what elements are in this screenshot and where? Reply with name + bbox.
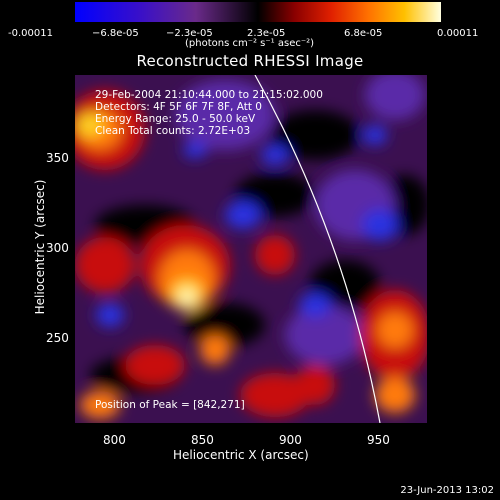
info-detectors: Detectors: 4F 5F 6F 7F 8F, Att 0 xyxy=(95,101,262,113)
colorbar-tick: −6.8e-05 xyxy=(92,28,139,39)
x-axis-label: Heliocentric X (arcsec) xyxy=(173,448,309,462)
x-tick: 850 xyxy=(191,433,214,447)
colorbar-tick: 0.00011 xyxy=(437,28,479,39)
colorbar-tick: −2.3e-05 xyxy=(166,28,213,39)
colorbar-tick: 6.8e-05 xyxy=(344,28,383,39)
image-title: Reconstructed RHESSI Image xyxy=(136,52,364,70)
x-tick: 800 xyxy=(103,433,126,447)
rhessi-image xyxy=(75,75,427,423)
x-tick: 950 xyxy=(367,433,390,447)
colorbar-tick: -0.00011 xyxy=(8,28,53,39)
y-axis-label: Heliocentric Y (arcsec) xyxy=(33,179,47,315)
info-clean: Clean Total counts: 2.72E+03 xyxy=(95,125,251,137)
x-tick: 900 xyxy=(279,433,302,447)
peak-position: Position of Peak = [842,271] xyxy=(95,399,245,411)
colorbar-units: (photons cm⁻² s⁻¹ asec⁻²) xyxy=(185,38,315,49)
info-energy: Energy Range: 25.0 - 50.0 keV xyxy=(95,113,256,125)
info-time: 29-Feb-2004 21:10:44.000 to 21:15:02.000 xyxy=(95,89,323,101)
y-tick: 350 xyxy=(46,151,69,165)
colorbar xyxy=(75,2,441,22)
solar-limb xyxy=(254,75,381,423)
timestamp: 23-Jun-2013 13:02 xyxy=(400,485,494,496)
image-heatmap xyxy=(75,75,427,423)
y-tick: 300 xyxy=(46,241,69,255)
y-tick: 250 xyxy=(46,331,69,345)
colorbar-tick: 2.3e-05 xyxy=(247,28,286,39)
